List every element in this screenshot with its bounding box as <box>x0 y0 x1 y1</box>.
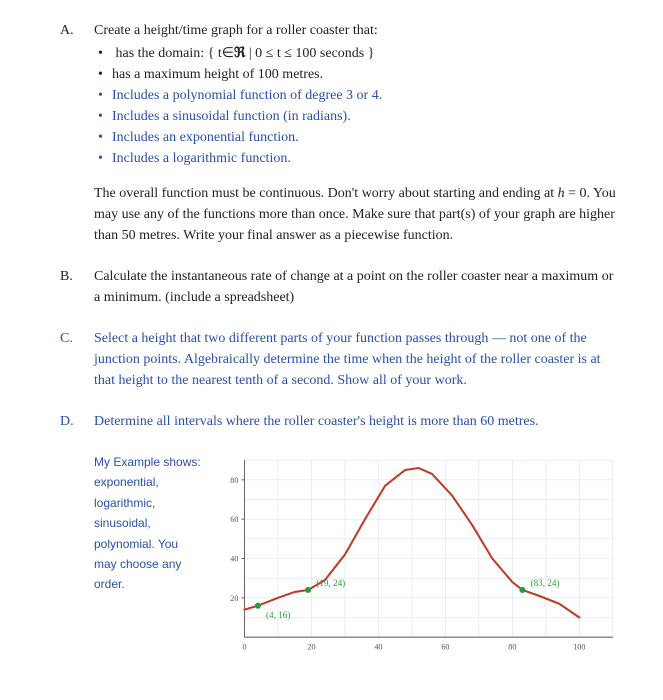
section-a: A. Create a height/time graph for a roll… <box>60 20 623 246</box>
section-a-content: Create a height/time graph for a roller … <box>94 20 623 246</box>
section-c-label: C. <box>60 328 94 349</box>
section-d-label: D. <box>60 411 94 432</box>
svg-text:20: 20 <box>230 594 238 603</box>
section-a-bullets: has the domain: { t∈ℜ | 0 ≤ t ≤ 100 seco… <box>94 43 623 169</box>
bullet-domain-sym: ℜ <box>234 46 245 61</box>
section-a-intro: Create a height/time graph for a roller … <box>94 20 623 41</box>
height-time-chart: 0 20 40 60 80 100 20 40 60 80 (4, 16) (19, 24) (83, … <box>216 452 623 656</box>
section-b-label: B. <box>60 266 94 287</box>
example-legend: My Example shows: exponential, logarithm… <box>94 452 204 595</box>
svg-text:40: 40 <box>374 642 382 651</box>
bullet-maxheight: has a maximum height of 100 metres. <box>112 64 623 85</box>
bullet-logarithmic: Includes a logarithmic function. <box>112 148 623 169</box>
svg-text:60: 60 <box>441 642 449 651</box>
svg-text:40: 40 <box>230 555 238 564</box>
bullet-exponential: Includes an exponential function. <box>112 127 623 148</box>
bullet-domain-post: | 0 ≤ t ≤ 100 seconds } <box>245 46 374 61</box>
svg-text:(83, 24): (83, 24) <box>531 578 560 588</box>
section-b: B. Calculate the instantaneous rate of c… <box>60 266 623 308</box>
svg-text:80: 80 <box>508 642 516 651</box>
bullet-polynomial: Includes a polynomial function of degree… <box>112 85 623 106</box>
section-d-content: Determine all intervals where the roller… <box>94 411 623 432</box>
section-c: C. Select a height that two different pa… <box>60 328 623 391</box>
svg-text:100: 100 <box>573 642 585 651</box>
svg-text:(4, 16): (4, 16) <box>266 610 290 620</box>
section-d: D. Determine all intervals where the rol… <box>60 411 623 432</box>
para-pre: The overall function must be continuous.… <box>94 186 558 201</box>
svg-text:80: 80 <box>230 476 238 485</box>
chart-container: 0 20 40 60 80 100 20 40 60 80 (4, 16) (19, 24) (83, … <box>216 452 623 663</box>
section-b-content: Calculate the instantaneous rate of chan… <box>94 266 623 308</box>
example-section: My Example shows: exponential, logarithm… <box>60 452 623 663</box>
bullet-sinusoidal: Includes a sinusoidal function (in radia… <box>112 106 623 127</box>
svg-text:60: 60 <box>230 515 238 524</box>
bullet-domain: has the domain: { t∈ℜ | 0 ≤ t ≤ 100 seco… <box>112 43 623 64</box>
para-h: h <box>558 186 565 201</box>
section-a-paragraph: The overall function must be continuous.… <box>94 183 623 246</box>
svg-text:20: 20 <box>307 642 315 651</box>
svg-text:0: 0 <box>242 642 246 651</box>
svg-text:(19, 24): (19, 24) <box>316 578 345 588</box>
section-c-content: Select a height that two different parts… <box>94 328 623 391</box>
bullet-domain-pre: has the domain: { t∈ <box>116 46 234 61</box>
section-a-label: A. <box>60 20 94 41</box>
